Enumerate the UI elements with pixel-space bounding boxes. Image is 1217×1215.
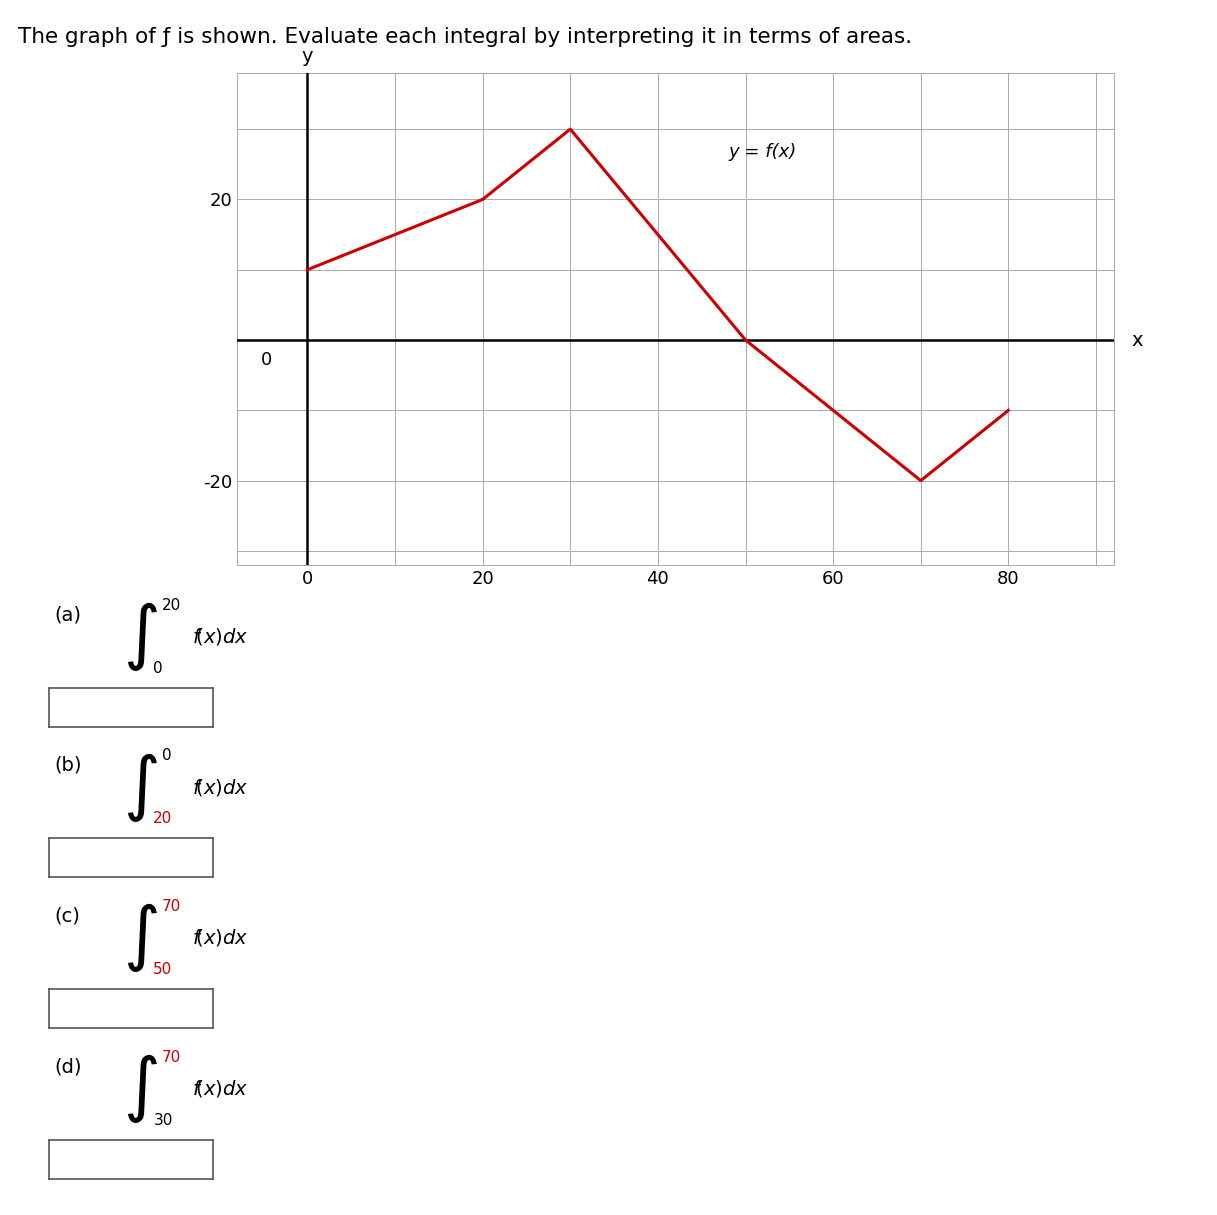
Text: 70: 70 [162,899,181,914]
Text: The graph of ƒ is shown. Evaluate each integral by interpreting it in terms of a: The graph of ƒ is shown. Evaluate each i… [18,27,913,46]
Text: 20: 20 [162,598,181,612]
Text: $f\!\left(x\right)dx$: $f\!\left(x\right)dx$ [192,1078,248,1100]
Text: 0: 0 [262,351,273,368]
Text: 20: 20 [153,812,173,826]
Text: 30: 30 [153,1113,173,1128]
Text: $f\!\left(x\right)dx$: $f\!\left(x\right)dx$ [192,626,248,648]
Text: 70: 70 [162,1050,181,1064]
Text: $\int$: $\int$ [123,1052,157,1125]
Text: (a): (a) [55,605,82,625]
Text: $\int$: $\int$ [123,600,157,673]
Text: $\int$: $\int$ [123,902,157,974]
Text: (c): (c) [55,906,80,926]
Text: (b): (b) [55,756,83,775]
Text: (d): (d) [55,1057,83,1076]
Text: y: y [302,47,313,66]
Text: $f\!\left(x\right)dx$: $f\!\left(x\right)dx$ [192,776,248,798]
Text: $f\!\left(x\right)dx$: $f\!\left(x\right)dx$ [192,927,248,949]
Text: x: x [1131,330,1143,350]
Text: $\int$: $\int$ [123,751,157,824]
Text: y = f(x): y = f(x) [728,143,796,162]
Text: 50: 50 [153,962,173,977]
Text: 0: 0 [162,748,172,763]
Text: 0: 0 [153,661,163,676]
